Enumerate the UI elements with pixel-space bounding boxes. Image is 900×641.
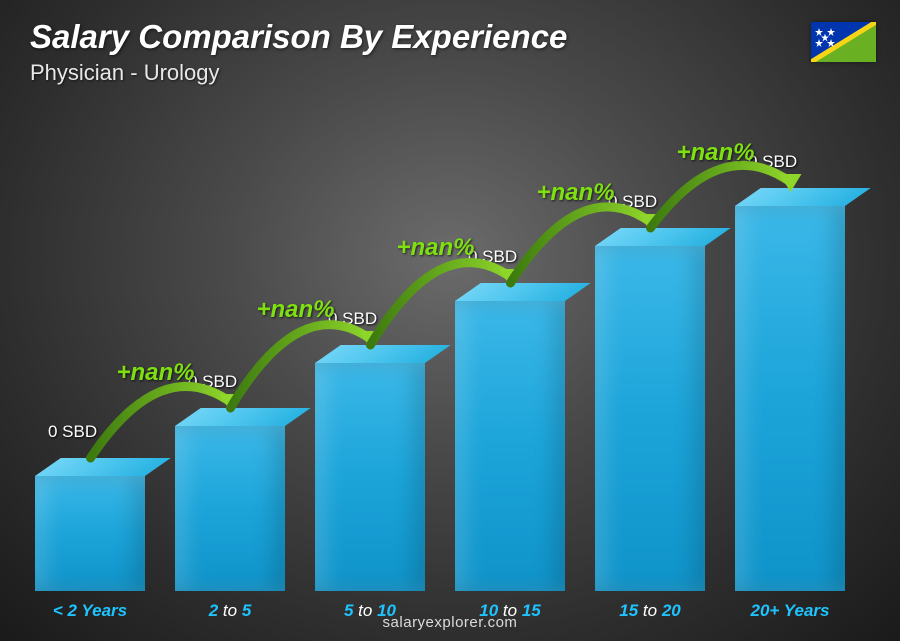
- footer-attribution: salaryexplorer.com: [0, 614, 900, 631]
- chart-title: Salary Comparison By Experience: [30, 18, 567, 56]
- growth-pct-label: +nan%: [257, 296, 335, 324]
- bar-top-face: [735, 188, 871, 206]
- bar-top-face: [315, 345, 451, 363]
- bar-value-label: 0 SBD: [188, 372, 308, 392]
- bar-value-label: 0 SBD: [748, 152, 868, 172]
- bar-top-face: [595, 228, 731, 246]
- bar: [315, 363, 425, 591]
- bar-top-face: [35, 458, 171, 476]
- growth-pct-label: +nan%: [397, 234, 475, 262]
- chart-header: Salary Comparison By Experience Physicia…: [30, 18, 567, 86]
- bar-value-label: 0 SBD: [328, 309, 448, 329]
- bar: [175, 426, 285, 591]
- bar-wrap: 0 SBD< 2 Years: [30, 476, 150, 591]
- growth-pct-label: +nan%: [677, 139, 755, 167]
- growth-pct-label: +nan%: [117, 359, 195, 387]
- bar: [735, 206, 845, 591]
- bar-wrap: 0 SBD15 to 20: [590, 246, 710, 591]
- bar-wrap: 0 SBD20+ Years: [730, 206, 850, 591]
- bar-wrap: 0 SBD10 to 15: [450, 301, 570, 591]
- bar-chart: 0 SBD< 2 Years0 SBD2 to 50 SBD5 to 100 S…: [30, 101, 850, 591]
- bar: [595, 246, 705, 591]
- bar: [35, 476, 145, 591]
- bar-value-label: 0 SBD: [48, 422, 168, 442]
- bar: [455, 301, 565, 591]
- chart-subtitle: Physician - Urology: [30, 60, 567, 86]
- bar-top-face: [175, 408, 311, 426]
- country-flag-solomon-islands: [811, 22, 876, 62]
- bar-wrap: 0 SBD2 to 5: [170, 426, 290, 591]
- bar-wrap: 0 SBD5 to 10: [310, 363, 430, 591]
- bar-value-label: 0 SBD: [468, 247, 588, 267]
- growth-pct-label: +nan%: [537, 179, 615, 207]
- bar-top-face: [455, 283, 591, 301]
- bar-value-label: 0 SBD: [608, 192, 728, 212]
